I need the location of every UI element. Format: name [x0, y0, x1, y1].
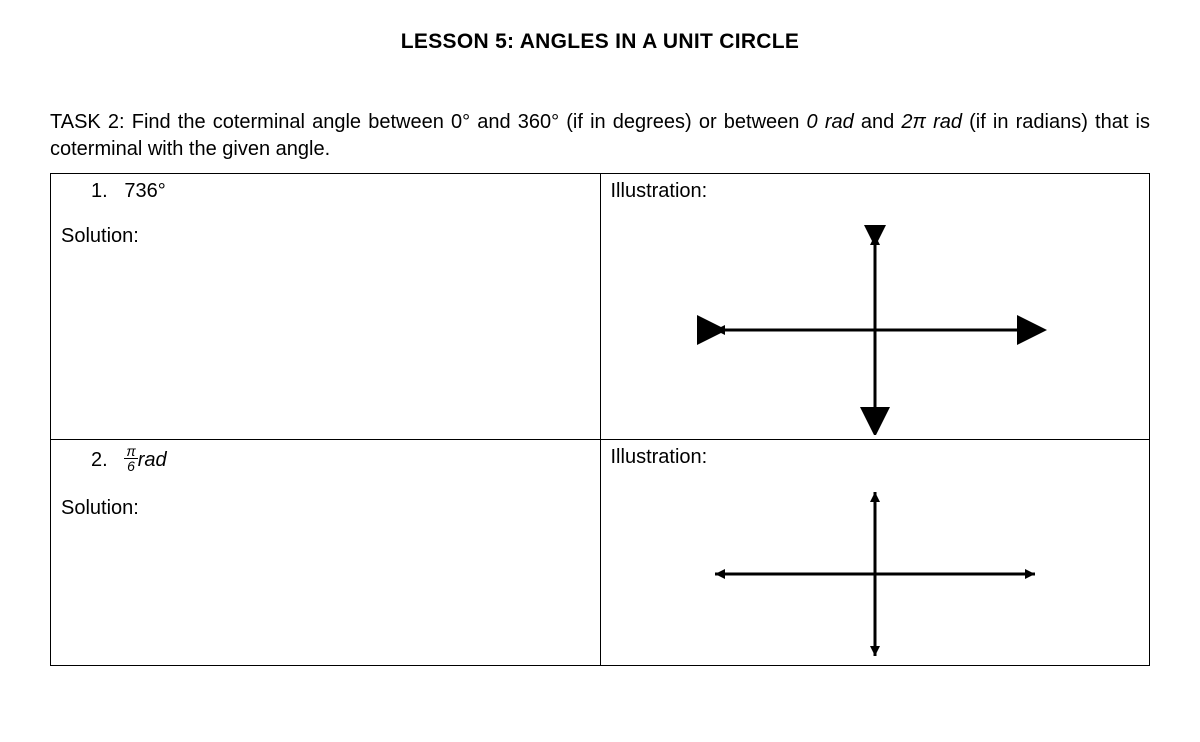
task-text-2: and: [854, 111, 902, 133]
question-number: 1.: [91, 180, 108, 202]
lesson-title: LESSON 5: ANGLES IN A UNIT CIRCLE: [50, 30, 1150, 54]
worksheet-table: 1. 736° Solution: Illustration:: [50, 173, 1150, 666]
task-description: TASK 2: Find the coterminal angle betwee…: [50, 109, 1150, 163]
axes-icon: [695, 225, 1055, 435]
table-row: 2. π 6 rad Solution: Illustration:: [51, 440, 1150, 666]
two-pi-rad: 2π rad: [901, 111, 962, 133]
illustration-cell-1: Illustration:: [600, 174, 1150, 440]
illustration-label: Illustration:: [611, 446, 708, 469]
axes-icon: [695, 484, 1055, 664]
fraction: π 6: [124, 444, 137, 473]
task-text-1: Find the coterminal angle between 0° and…: [125, 111, 807, 133]
zero-rad: 0 rad: [807, 111, 854, 133]
illustration-cell-2: Illustration:: [600, 440, 1150, 666]
task-label: TASK 2:: [50, 111, 125, 133]
rad-label: rad: [138, 449, 167, 471]
question-number: 2.: [91, 449, 108, 471]
fraction-denominator: 6: [124, 459, 137, 473]
question-angle: 736°: [124, 180, 165, 202]
solution-label: Solution:: [61, 225, 590, 248]
solution-label: Solution:: [61, 497, 590, 520]
table-row: 1. 736° Solution: Illustration:: [51, 174, 1150, 440]
question-cell-1: 1. 736° Solution:: [51, 174, 601, 440]
illustration-label: Illustration:: [611, 180, 708, 203]
question-cell-2: 2. π 6 rad Solution:: [51, 440, 601, 666]
fraction-numerator: π: [124, 444, 137, 459]
